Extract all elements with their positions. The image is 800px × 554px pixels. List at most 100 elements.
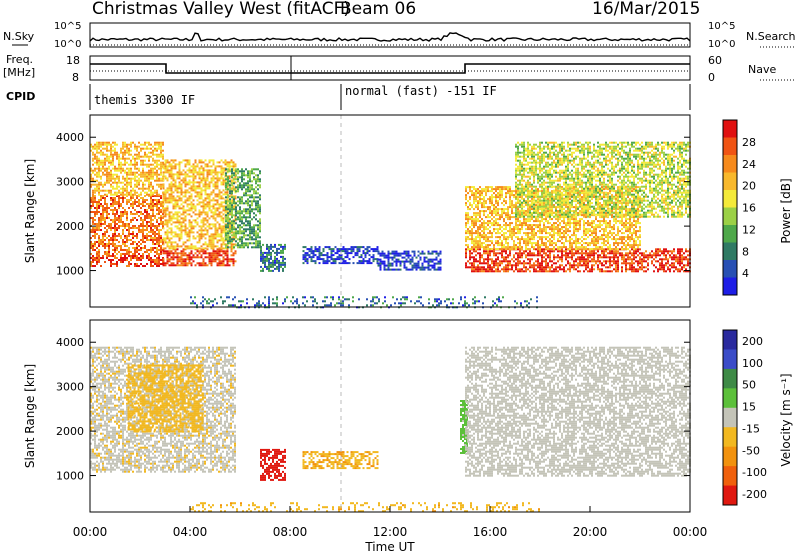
echo-cell	[124, 197, 126, 199]
echo-cell	[665, 248, 667, 251]
echo-cell	[104, 211, 106, 213]
echo-cell	[615, 270, 617, 273]
echo-cell	[210, 239, 213, 242]
echo-cell	[467, 206, 469, 209]
echo-cell	[134, 265, 136, 267]
echo-cell	[184, 193, 187, 196]
echo-cell	[411, 260, 414, 263]
echo-cell	[98, 157, 100, 160]
echo-cell	[633, 270, 635, 273]
echo-cell	[387, 268, 390, 271]
echo-cell	[487, 236, 489, 239]
echo-cell	[249, 210, 251, 213]
echo-cell	[344, 262, 347, 265]
echo-cell	[499, 216, 501, 219]
echo-cell	[120, 237, 122, 239]
echo-cell	[529, 266, 531, 269]
echo-cell	[225, 224, 227, 227]
echo-cell	[585, 254, 587, 257]
echo-cell	[515, 262, 517, 265]
echo-cell	[170, 173, 173, 176]
echo-cell	[202, 161, 205, 164]
echo-cell	[190, 252, 193, 255]
echo-cell	[114, 239, 116, 241]
echo-cell	[251, 246, 253, 249]
echo-cell	[681, 254, 683, 257]
echo-cell	[245, 230, 247, 233]
echo-cell	[152, 193, 154, 196]
echo-cell	[116, 223, 118, 225]
echo-cell	[425, 266, 428, 269]
echo-cell	[344, 248, 347, 251]
echo-cell	[124, 245, 126, 247]
echo-cell	[220, 171, 223, 174]
cpid-label: CPID	[6, 90, 35, 103]
echo-cell	[172, 173, 175, 176]
echo-cell	[142, 233, 144, 235]
echo-cell	[104, 163, 106, 166]
echo-cell	[150, 155, 152, 158]
echo-cell	[483, 230, 485, 233]
echo-cell	[172, 258, 175, 261]
echo-cell	[226, 227, 229, 230]
echo-cell	[491, 204, 493, 207]
echo-cell	[90, 217, 92, 219]
echo-cell	[200, 211, 203, 214]
echo-cell	[168, 241, 171, 244]
echo-cell	[513, 256, 515, 259]
echo-cell	[120, 165, 122, 168]
echo-cell	[154, 203, 156, 205]
echo-cell	[547, 264, 549, 267]
echo-cell	[326, 254, 329, 257]
echo-cell	[148, 159, 150, 162]
echo-cell	[253, 226, 255, 229]
echo-cell	[659, 268, 661, 271]
echo-cell	[401, 252, 404, 255]
echo-cell	[102, 211, 104, 213]
echo-cell	[473, 246, 475, 249]
echo-cell	[230, 243, 233, 246]
echo-cell	[216, 250, 219, 253]
echo-cell	[216, 207, 219, 210]
echo-cell	[204, 169, 207, 172]
echo-cell	[100, 219, 102, 221]
echo-cell	[360, 262, 363, 265]
echo-cell	[124, 163, 126, 166]
echo-cell	[216, 203, 219, 206]
echo-cell	[154, 167, 156, 170]
echo-cell	[94, 197, 96, 199]
echo-cell	[491, 186, 493, 189]
echo-cell	[156, 209, 158, 211]
echo-cell	[100, 159, 102, 162]
echo-cell	[413, 264, 416, 267]
echo-cell	[210, 233, 213, 236]
echo-cell	[188, 237, 191, 240]
echo-cell	[241, 218, 243, 221]
echo-cell	[156, 203, 158, 205]
echo-cell	[112, 141, 114, 144]
echo-cell	[278, 259, 280, 262]
echo-cell	[150, 225, 152, 227]
echo-cell	[475, 250, 477, 253]
echo-cell	[671, 264, 673, 267]
echo-cell	[130, 161, 132, 164]
echo-cell	[613, 252, 615, 255]
echo-cell	[204, 217, 207, 220]
echo-cell	[108, 157, 110, 160]
echo-cell	[332, 250, 335, 253]
echo-cell	[166, 241, 169, 244]
echo-cell	[168, 163, 171, 166]
echo-cell	[206, 197, 209, 200]
echo-cell	[144, 201, 146, 203]
echo-cell	[234, 175, 237, 178]
echo-cell	[206, 193, 209, 196]
echo-cell	[212, 203, 215, 206]
echo-cell	[182, 173, 185, 176]
echo-cell	[210, 235, 213, 238]
echo-cell	[172, 254, 175, 257]
echo-cell	[206, 173, 209, 176]
echo-cell	[477, 226, 479, 229]
echo-cell	[485, 246, 487, 249]
echo-cell	[253, 188, 255, 191]
echo-cell	[330, 250, 333, 253]
